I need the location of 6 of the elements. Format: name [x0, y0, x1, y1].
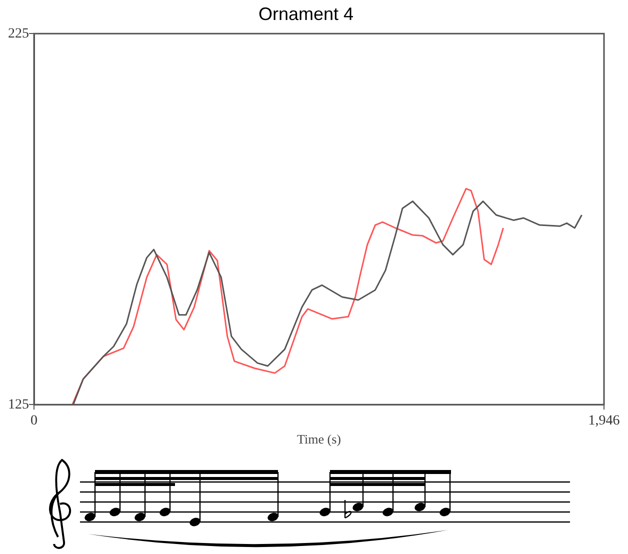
x-axis-title: Time (s) [297, 432, 341, 447]
y-tick-label: 125 [8, 397, 29, 412]
x-tick-label: 0 [30, 414, 38, 429]
chart-title: Ornament 4 [258, 4, 354, 24]
y-tick-label: 225 [8, 26, 29, 42]
x-tick-label: 1,946 [588, 414, 620, 429]
